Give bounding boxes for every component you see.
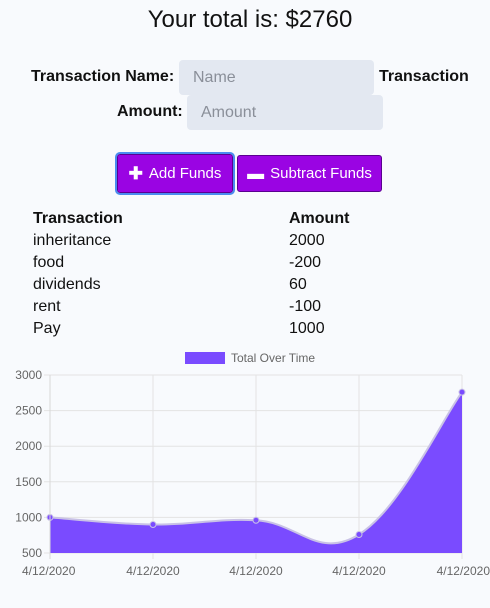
data-point (355, 530, 363, 538)
subtract-funds-label: Subtract Funds (270, 165, 372, 182)
y-tick-label: 2500 (15, 404, 42, 418)
table-row: dividends 60 (33, 274, 349, 296)
x-tick-label: 4/12/2020 (332, 564, 386, 578)
subtract-funds-button[interactable]: ▬ Subtract Funds (237, 155, 382, 192)
y-tick-label: 2000 (15, 439, 42, 453)
amount-input[interactable] (187, 95, 383, 130)
table-header-row: Transaction Amount (33, 210, 349, 230)
y-tick-label: 1000 (15, 510, 42, 524)
name-input[interactable] (179, 60, 374, 95)
series-line (49, 391, 463, 545)
table-row: rent -100 (33, 296, 349, 318)
x-tick-label: 4/12/2020 (229, 564, 283, 578)
table-row: food -200 (33, 252, 349, 274)
transaction-name: rent (33, 298, 61, 315)
name-trailing-label: Transaction (379, 68, 469, 85)
name-label: Transaction Name: (31, 68, 175, 85)
x-tick-label: 4/12/2020 (22, 564, 76, 578)
y-tick-label: 3000 (15, 368, 42, 382)
transaction-name: food (33, 254, 65, 271)
data-point (252, 516, 260, 524)
data-point (458, 388, 466, 396)
x-tick-label: 4/12/2020 (437, 564, 490, 578)
x-tick-label: 4/12/2020 (126, 564, 180, 578)
transaction-name: dividends (33, 276, 101, 293)
header-transaction: Transaction (33, 210, 123, 227)
transaction-amount: 60 (289, 276, 307, 293)
amount-label: Amount: (117, 103, 183, 120)
transaction-amount: -200 (289, 254, 322, 271)
add-funds-button[interactable]: ✚ Add Funds (115, 152, 235, 195)
y-tick-label: 500 (22, 546, 42, 560)
plus-icon: ✚ (128, 164, 143, 183)
table-row: Pay 1000 (33, 318, 349, 340)
transaction-name: inheritance (33, 232, 112, 249)
transaction-amount: -100 (289, 298, 322, 315)
legend-label: Total Over Time (231, 351, 315, 365)
transactions-table: Transaction Amount inheritance 2000 food… (33, 210, 349, 340)
transaction-name: Pay (33, 320, 61, 337)
legend-swatch (185, 352, 225, 364)
add-funds-label: Add Funds (148, 165, 222, 182)
total-heading: Your total is: $2760 (147, 6, 353, 33)
header-amount: Amount (289, 210, 350, 227)
transaction-amount: 1000 (289, 320, 325, 337)
table-row: inheritance 2000 (33, 230, 349, 252)
data-point (149, 521, 157, 529)
y-tick-label: 1500 (15, 475, 42, 489)
transaction-amount: 2000 (289, 232, 325, 249)
total-over-time-chart: 500 1000 1500 2000 2500 3000 4/12/2020 4/12/202… (15, 351, 490, 578)
minus-icon: ▬ (247, 164, 265, 183)
